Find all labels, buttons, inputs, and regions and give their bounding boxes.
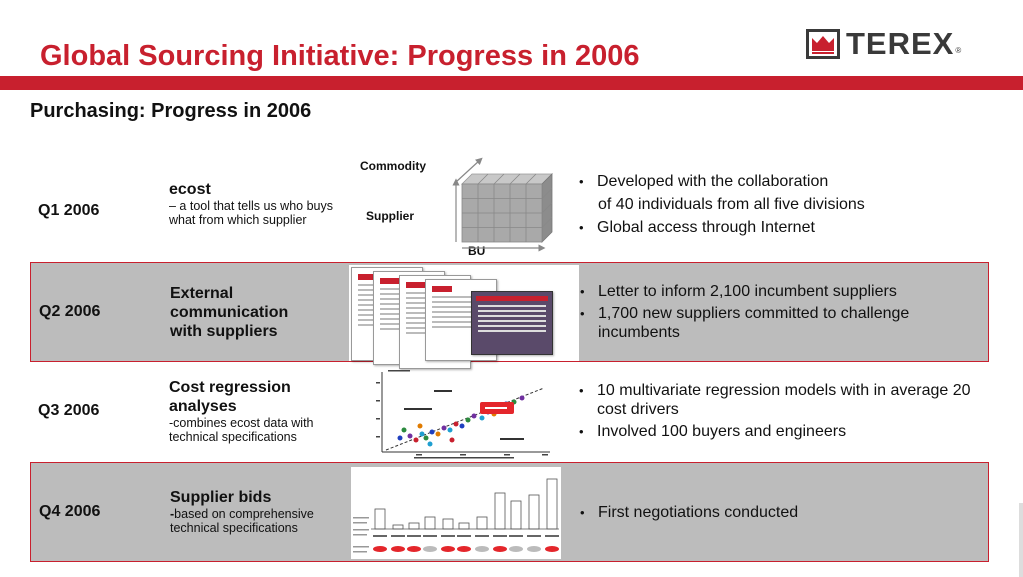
description-dash: - — [170, 507, 175, 521]
quarter-label: Q3 2006 — [38, 402, 100, 419]
bullet-item: • Developed with the collaboration — [579, 173, 829, 190]
description-text: based on comprehensive technical specifi… — [170, 507, 314, 535]
progress-row-q3: Q3 2006 Cost regression analyses -combin… — [30, 362, 989, 462]
bullet-item: • 1,700 new suppliers committed to challe… — [580, 305, 910, 341]
row-heading: ecost — [169, 181, 211, 198]
bullet-dot-icon: • — [580, 284, 585, 299]
bullet-item: • First negotiations conducted — [580, 504, 799, 521]
bullet-continuation: of 40 individuals from all five division… — [598, 196, 865, 213]
section-subtitle: Purchasing: Progress in 2006 — [30, 100, 312, 122]
progress-row-q1: Q1 2006 ecost – a tool that tells us who… — [30, 152, 989, 262]
row-bullets: • Letter to inform 2,100 incumbent suppli… — [578, 282, 978, 342]
bullet-item: • Involved 100 buyers and engineers — [579, 423, 847, 440]
letters-graphic — [349, 265, 579, 369]
progress-row-q2: Q2 2006 External communication with supp… — [30, 262, 989, 369]
bullet-dot-icon: • — [580, 505, 585, 520]
row-description: Supplier bids -based on comprehensive te… — [170, 488, 345, 535]
row-description: ecost – a tool that tells us who buys wh… — [169, 180, 354, 227]
logo-text: TEREX — [846, 26, 955, 61]
row-heading: Supplier bids — [170, 489, 272, 506]
crown-icon — [806, 29, 840, 59]
row-bullets: • Developed with the collaboration of 40 … — [577, 172, 977, 237]
row-heading: External communication with suppliers — [170, 285, 289, 340]
cube-label-commodity: Commodity — [360, 159, 426, 173]
quarter-label: Q1 2006 — [38, 202, 100, 219]
row-heading: Cost regression analyses — [169, 379, 291, 415]
row-description: External communication with suppliers — [170, 284, 320, 341]
progress-row-q4: Q4 2006 Supplier bids -based on comprehe… — [30, 462, 989, 562]
header-divider — [0, 76, 1023, 90]
row-description: Cost regression analyses -combines ecost… — [169, 378, 344, 444]
supplier-bids-chart-thumbnail — [351, 467, 561, 559]
slide-edge-decoration — [1019, 503, 1023, 577]
bullet-item: • Global access through Internet — [579, 219, 815, 236]
cube-label-supplier: Supplier — [366, 209, 415, 223]
row-bullets: • 10 multivariate regression models with … — [577, 381, 977, 441]
bullet-dot-icon: • — [580, 306, 585, 321]
row-description-text: -combines ecost data with technical spec… — [169, 416, 314, 444]
quarter-label: Q2 2006 — [39, 303, 101, 320]
bullet-dot-icon: • — [579, 174, 584, 189]
bullet-dot-icon: • — [579, 383, 584, 398]
page-title: Global Sourcing Initiative: Progress in … — [40, 40, 640, 72]
bullet-item: • 10 multivariate regression models with … — [579, 382, 971, 418]
cube-diagram: Commodity Supplier BU — [352, 156, 557, 262]
bullet-item: • Letter to inform 2,100 incumbent suppli… — [580, 283, 897, 300]
terex-logo: TEREX ® — [806, 26, 962, 61]
bullet-dot-icon: • — [579, 424, 584, 439]
row-description-text: -based on comprehensive technical specif… — [170, 507, 345, 535]
bullet-dot-icon: • — [579, 220, 584, 235]
regression-scatter-thumbnail — [364, 368, 554, 460]
presentation-slide — [471, 291, 553, 355]
row-description-text: – a tool that tells us who buys what fro… — [169, 199, 333, 227]
logo-registered-mark: ® — [955, 46, 962, 55]
row-bullets: • First negotiations conducted — [578, 503, 978, 522]
quarter-label: Q4 2006 — [39, 503, 101, 520]
